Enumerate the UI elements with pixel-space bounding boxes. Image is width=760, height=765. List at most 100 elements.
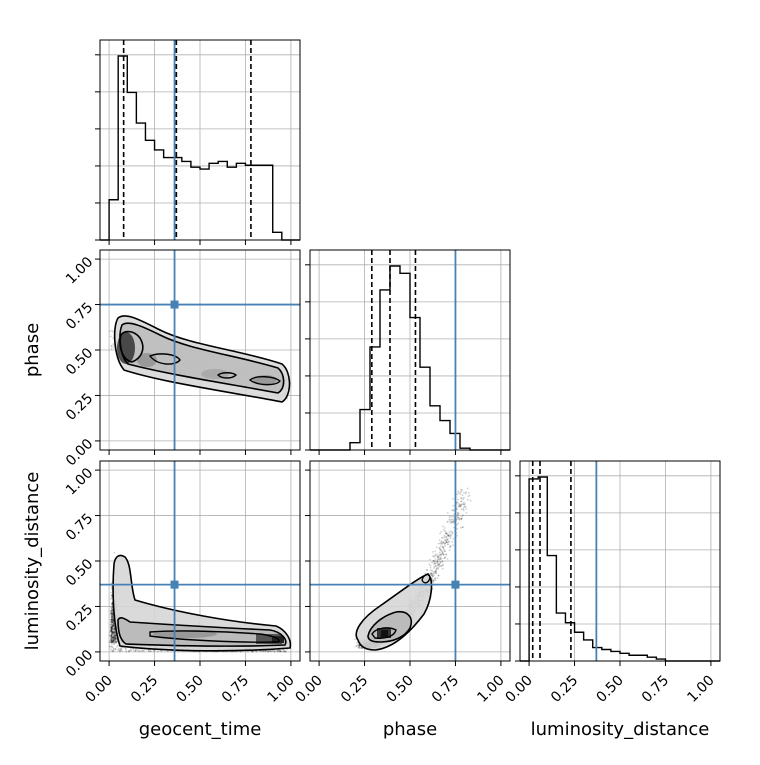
sample-point [449, 521, 452, 524]
sample-point [445, 532, 448, 535]
sample-point [443, 534, 446, 537]
y-axis-label-phase: phase [22, 323, 43, 377]
sample-point [431, 551, 434, 553]
sample-point [114, 633, 117, 636]
sample-point [117, 649, 120, 652]
sample-point [444, 527, 446, 529]
sample-point [114, 648, 117, 650]
sample-point [443, 557, 446, 559]
sample-point [112, 630, 114, 633]
sample-point [436, 558, 439, 561]
sample-point [461, 526, 464, 529]
y-tick-label: 1.00 [63, 254, 96, 287]
sample-point [113, 635, 116, 637]
sample-point [112, 632, 114, 634]
histogram-panel-geocent-time [95, 39, 301, 245]
sample-point [439, 561, 442, 564]
sample-point [432, 555, 434, 558]
sample-point [460, 518, 463, 520]
sample-point [440, 530, 443, 533]
sample-point [430, 572, 433, 574]
sample-point [110, 618, 113, 621]
sample-point [112, 640, 114, 642]
sample-point [111, 627, 114, 630]
sample-point [433, 554, 436, 557]
sample-point [112, 631, 114, 634]
sample-point [279, 650, 282, 653]
sample-point [111, 621, 114, 624]
sample-point [111, 613, 114, 615]
sample-point [441, 545, 444, 548]
sample-point [110, 629, 113, 632]
sample-point [112, 641, 115, 644]
sample-point [431, 572, 434, 575]
sample-point [111, 630, 113, 633]
sample-point [111, 615, 114, 617]
truth-marker [451, 580, 460, 589]
sample-point [283, 650, 286, 653]
sample-point [110, 620, 113, 623]
sample-point [112, 623, 114, 625]
sample-point [112, 636, 115, 639]
sample-point [110, 629, 113, 632]
sample-point [441, 537, 443, 539]
sample-point [112, 625, 114, 627]
sample-point [438, 558, 441, 561]
sample-point [113, 638, 116, 640]
sample-point [432, 559, 435, 562]
sample-point [113, 648, 115, 650]
sample-point [458, 502, 460, 505]
sample-point [446, 532, 448, 535]
sample-point [444, 530, 446, 532]
sample-point [430, 569, 432, 571]
sample-point [112, 631, 115, 634]
sample-point [445, 531, 447, 534]
sample-point [438, 539, 441, 541]
sample-point [435, 554, 438, 557]
sample-point [278, 650, 281, 653]
sample-point [445, 536, 448, 538]
sample-point [112, 639, 115, 641]
sample-point [360, 647, 363, 649]
sample-point [278, 649, 281, 652]
histogram-panel-luminosity-distance [515, 460, 721, 666]
x-tick-label: 0.75 [639, 673, 672, 706]
sample-point [110, 636, 113, 638]
sample-point [110, 594, 113, 597]
sample-point [114, 638, 116, 641]
sample-point [112, 639, 114, 642]
sample-point [435, 546, 438, 549]
sample-point [112, 619, 114, 622]
sample-point [111, 632, 113, 635]
sample-point [111, 633, 114, 636]
sample-point [110, 616, 113, 618]
sample-point [437, 574, 440, 577]
sample-point [160, 649, 163, 652]
sample-point [113, 635, 116, 637]
sample-point [110, 626, 113, 629]
sample-point [111, 621, 114, 624]
sample-point [461, 526, 464, 529]
sample-point [459, 505, 462, 508]
sample-point [464, 505, 467, 508]
x-tick-label: 1.00 [474, 673, 507, 706]
sample-point [424, 572, 427, 575]
sample-point [110, 606, 112, 608]
sample-point [110, 609, 113, 612]
sample-point [442, 563, 444, 566]
sample-point [445, 553, 447, 556]
sample-point [110, 609, 112, 612]
sample-point [110, 629, 113, 632]
sample-point [460, 517, 463, 520]
sample-point [110, 630, 113, 633]
sample-point [273, 651, 276, 653]
sample-point [110, 630, 112, 632]
sample-point [358, 644, 361, 647]
sample-point [433, 570, 435, 573]
sample-point [111, 641, 114, 643]
sample-point [439, 548, 442, 551]
sample-point [112, 639, 115, 642]
sample-point [110, 613, 112, 615]
sample-point [465, 491, 467, 494]
sample-point [110, 616, 113, 619]
